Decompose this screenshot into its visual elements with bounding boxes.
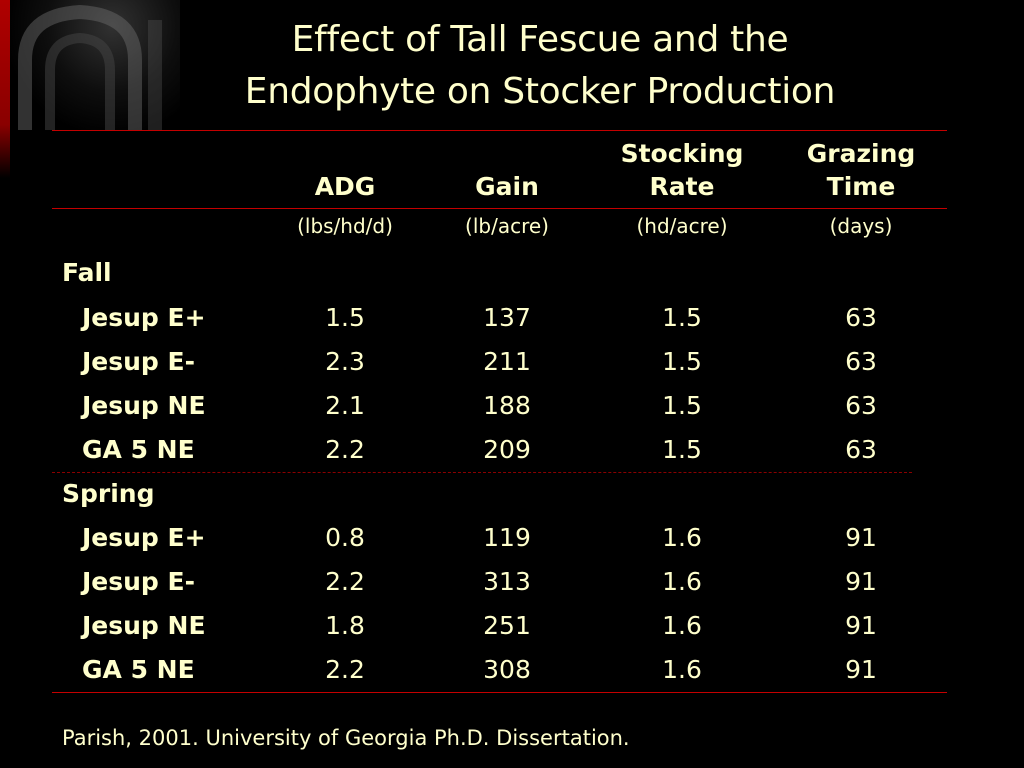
row-label: GA 5 NE bbox=[82, 655, 195, 684]
cell-stocking-rate: 1.5 bbox=[662, 347, 702, 376]
header-line-2: Gain bbox=[475, 172, 539, 201]
group-divider bbox=[52, 472, 912, 473]
cell-adg: 2.2 bbox=[325, 655, 365, 684]
table-top-rule bbox=[52, 130, 947, 131]
cell-gain: 119 bbox=[483, 523, 531, 552]
cell-gain: 137 bbox=[483, 303, 531, 332]
row-label: Jesup E- bbox=[82, 567, 195, 596]
column-header-grazing-time: Grazing Time bbox=[807, 137, 916, 203]
header-line-2: ADG bbox=[314, 172, 376, 201]
row-label: GA 5 NE bbox=[82, 435, 195, 464]
red-accent-bar bbox=[0, 0, 10, 178]
row-label: Jesup E+ bbox=[82, 303, 206, 332]
header-line-2: Rate bbox=[649, 172, 715, 201]
cell-stocking-rate: 1.6 bbox=[662, 523, 702, 552]
column-header-gain: Gain bbox=[475, 137, 539, 203]
cell-adg: 2.2 bbox=[325, 435, 365, 464]
cell-gain: 308 bbox=[483, 655, 531, 684]
group-label-fall: Fall bbox=[62, 258, 112, 287]
header-line-1: Stocking bbox=[620, 139, 744, 168]
group-label-spring: Spring bbox=[62, 479, 155, 508]
column-header-adg: ADG bbox=[315, 137, 376, 203]
cell-grazing-time: 91 bbox=[845, 611, 877, 640]
row-label: Jesup E+ bbox=[82, 523, 206, 552]
title-line-1: Effect of Tall Fescue and the bbox=[291, 19, 789, 60]
cell-stocking-rate: 1.5 bbox=[662, 303, 702, 332]
unit-grazing-time: (days) bbox=[829, 214, 893, 238]
row-label: Jesup NE bbox=[82, 391, 206, 420]
cell-adg: 1.8 bbox=[325, 611, 365, 640]
cell-adg: 2.3 bbox=[325, 347, 365, 376]
cell-gain: 251 bbox=[483, 611, 531, 640]
cell-adg: 2.2 bbox=[325, 567, 365, 596]
header-divider bbox=[52, 208, 947, 209]
cell-stocking-rate: 1.5 bbox=[662, 391, 702, 420]
cell-gain: 313 bbox=[483, 567, 531, 596]
cell-stocking-rate: 1.6 bbox=[662, 655, 702, 684]
header-line-1 bbox=[315, 137, 376, 170]
cell-grazing-time: 63 bbox=[845, 347, 877, 376]
page-title: Effect of Tall Fescue and the Endophyte … bbox=[180, 14, 900, 118]
cell-gain: 209 bbox=[483, 435, 531, 464]
cell-grazing-time: 91 bbox=[845, 655, 877, 684]
header-line-1 bbox=[475, 137, 539, 170]
cell-grazing-time: 91 bbox=[845, 567, 877, 596]
cell-grazing-time: 91 bbox=[845, 523, 877, 552]
university-arch-logo bbox=[0, 0, 180, 178]
cell-adg: 1.5 bbox=[325, 303, 365, 332]
unit-gain: (lb/acre) bbox=[465, 214, 549, 238]
row-label: Jesup E- bbox=[82, 347, 195, 376]
cell-stocking-rate: 1.6 bbox=[662, 567, 702, 596]
cell-gain: 211 bbox=[483, 347, 531, 376]
cell-stocking-rate: 1.6 bbox=[662, 611, 702, 640]
header-line-1: Grazing bbox=[806, 139, 916, 168]
unit-stocking-rate: (hd/acre) bbox=[636, 214, 728, 238]
citation-footer: Parish, 2001. University of Georgia Ph.D… bbox=[62, 726, 630, 750]
title-line-2: Endophyte on Stocker Production bbox=[244, 71, 836, 112]
table-bottom-rule bbox=[52, 692, 947, 693]
cell-gain: 188 bbox=[483, 391, 531, 420]
cell-adg: 0.8 bbox=[325, 523, 365, 552]
cell-grazing-time: 63 bbox=[845, 435, 877, 464]
column-header-stocking-rate: Stocking Rate bbox=[621, 137, 744, 203]
unit-adg: (lbs/hd/d) bbox=[297, 214, 393, 238]
cell-grazing-time: 63 bbox=[845, 391, 877, 420]
header-line-2: Time bbox=[826, 172, 896, 201]
cell-adg: 2.1 bbox=[325, 391, 365, 420]
cell-grazing-time: 63 bbox=[845, 303, 877, 332]
arch-icon bbox=[10, 0, 180, 130]
cell-stocking-rate: 1.5 bbox=[662, 435, 702, 464]
row-label: Jesup NE bbox=[82, 611, 206, 640]
